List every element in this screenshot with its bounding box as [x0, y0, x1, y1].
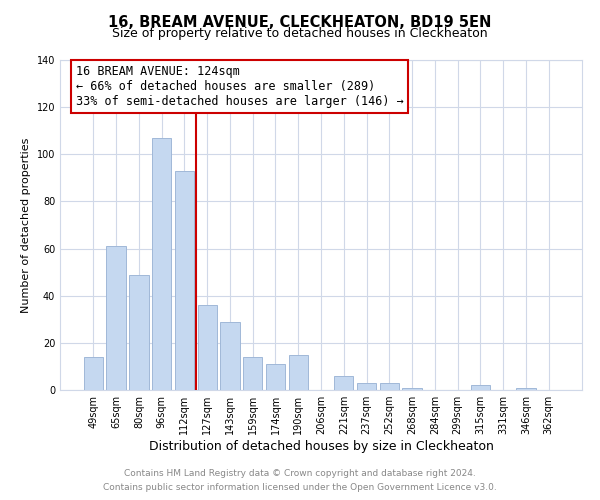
- Bar: [334, 376, 353, 390]
- Text: Contains public sector information licensed under the Open Government Licence v3: Contains public sector information licen…: [103, 484, 497, 492]
- Bar: [380, 383, 399, 390]
- X-axis label: Distribution of detached houses by size in Cleckheaton: Distribution of detached houses by size …: [149, 440, 493, 453]
- Bar: [403, 388, 422, 390]
- Bar: [243, 357, 262, 390]
- Bar: [84, 357, 103, 390]
- Bar: [106, 246, 126, 390]
- Text: Contains HM Land Registry data © Crown copyright and database right 2024.: Contains HM Land Registry data © Crown c…: [124, 468, 476, 477]
- Y-axis label: Number of detached properties: Number of detached properties: [21, 138, 31, 312]
- Bar: [152, 138, 172, 390]
- Bar: [357, 383, 376, 390]
- Bar: [266, 364, 285, 390]
- Bar: [175, 171, 194, 390]
- Text: 16, BREAM AVENUE, CLECKHEATON, BD19 5EN: 16, BREAM AVENUE, CLECKHEATON, BD19 5EN: [109, 15, 491, 30]
- Bar: [220, 322, 239, 390]
- Bar: [516, 388, 536, 390]
- Text: 16 BREAM AVENUE: 124sqm
← 66% of detached houses are smaller (289)
33% of semi-d: 16 BREAM AVENUE: 124sqm ← 66% of detache…: [76, 65, 403, 108]
- Bar: [289, 354, 308, 390]
- Bar: [129, 274, 149, 390]
- Text: Size of property relative to detached houses in Cleckheaton: Size of property relative to detached ho…: [112, 28, 488, 40]
- Bar: [197, 305, 217, 390]
- Bar: [470, 386, 490, 390]
